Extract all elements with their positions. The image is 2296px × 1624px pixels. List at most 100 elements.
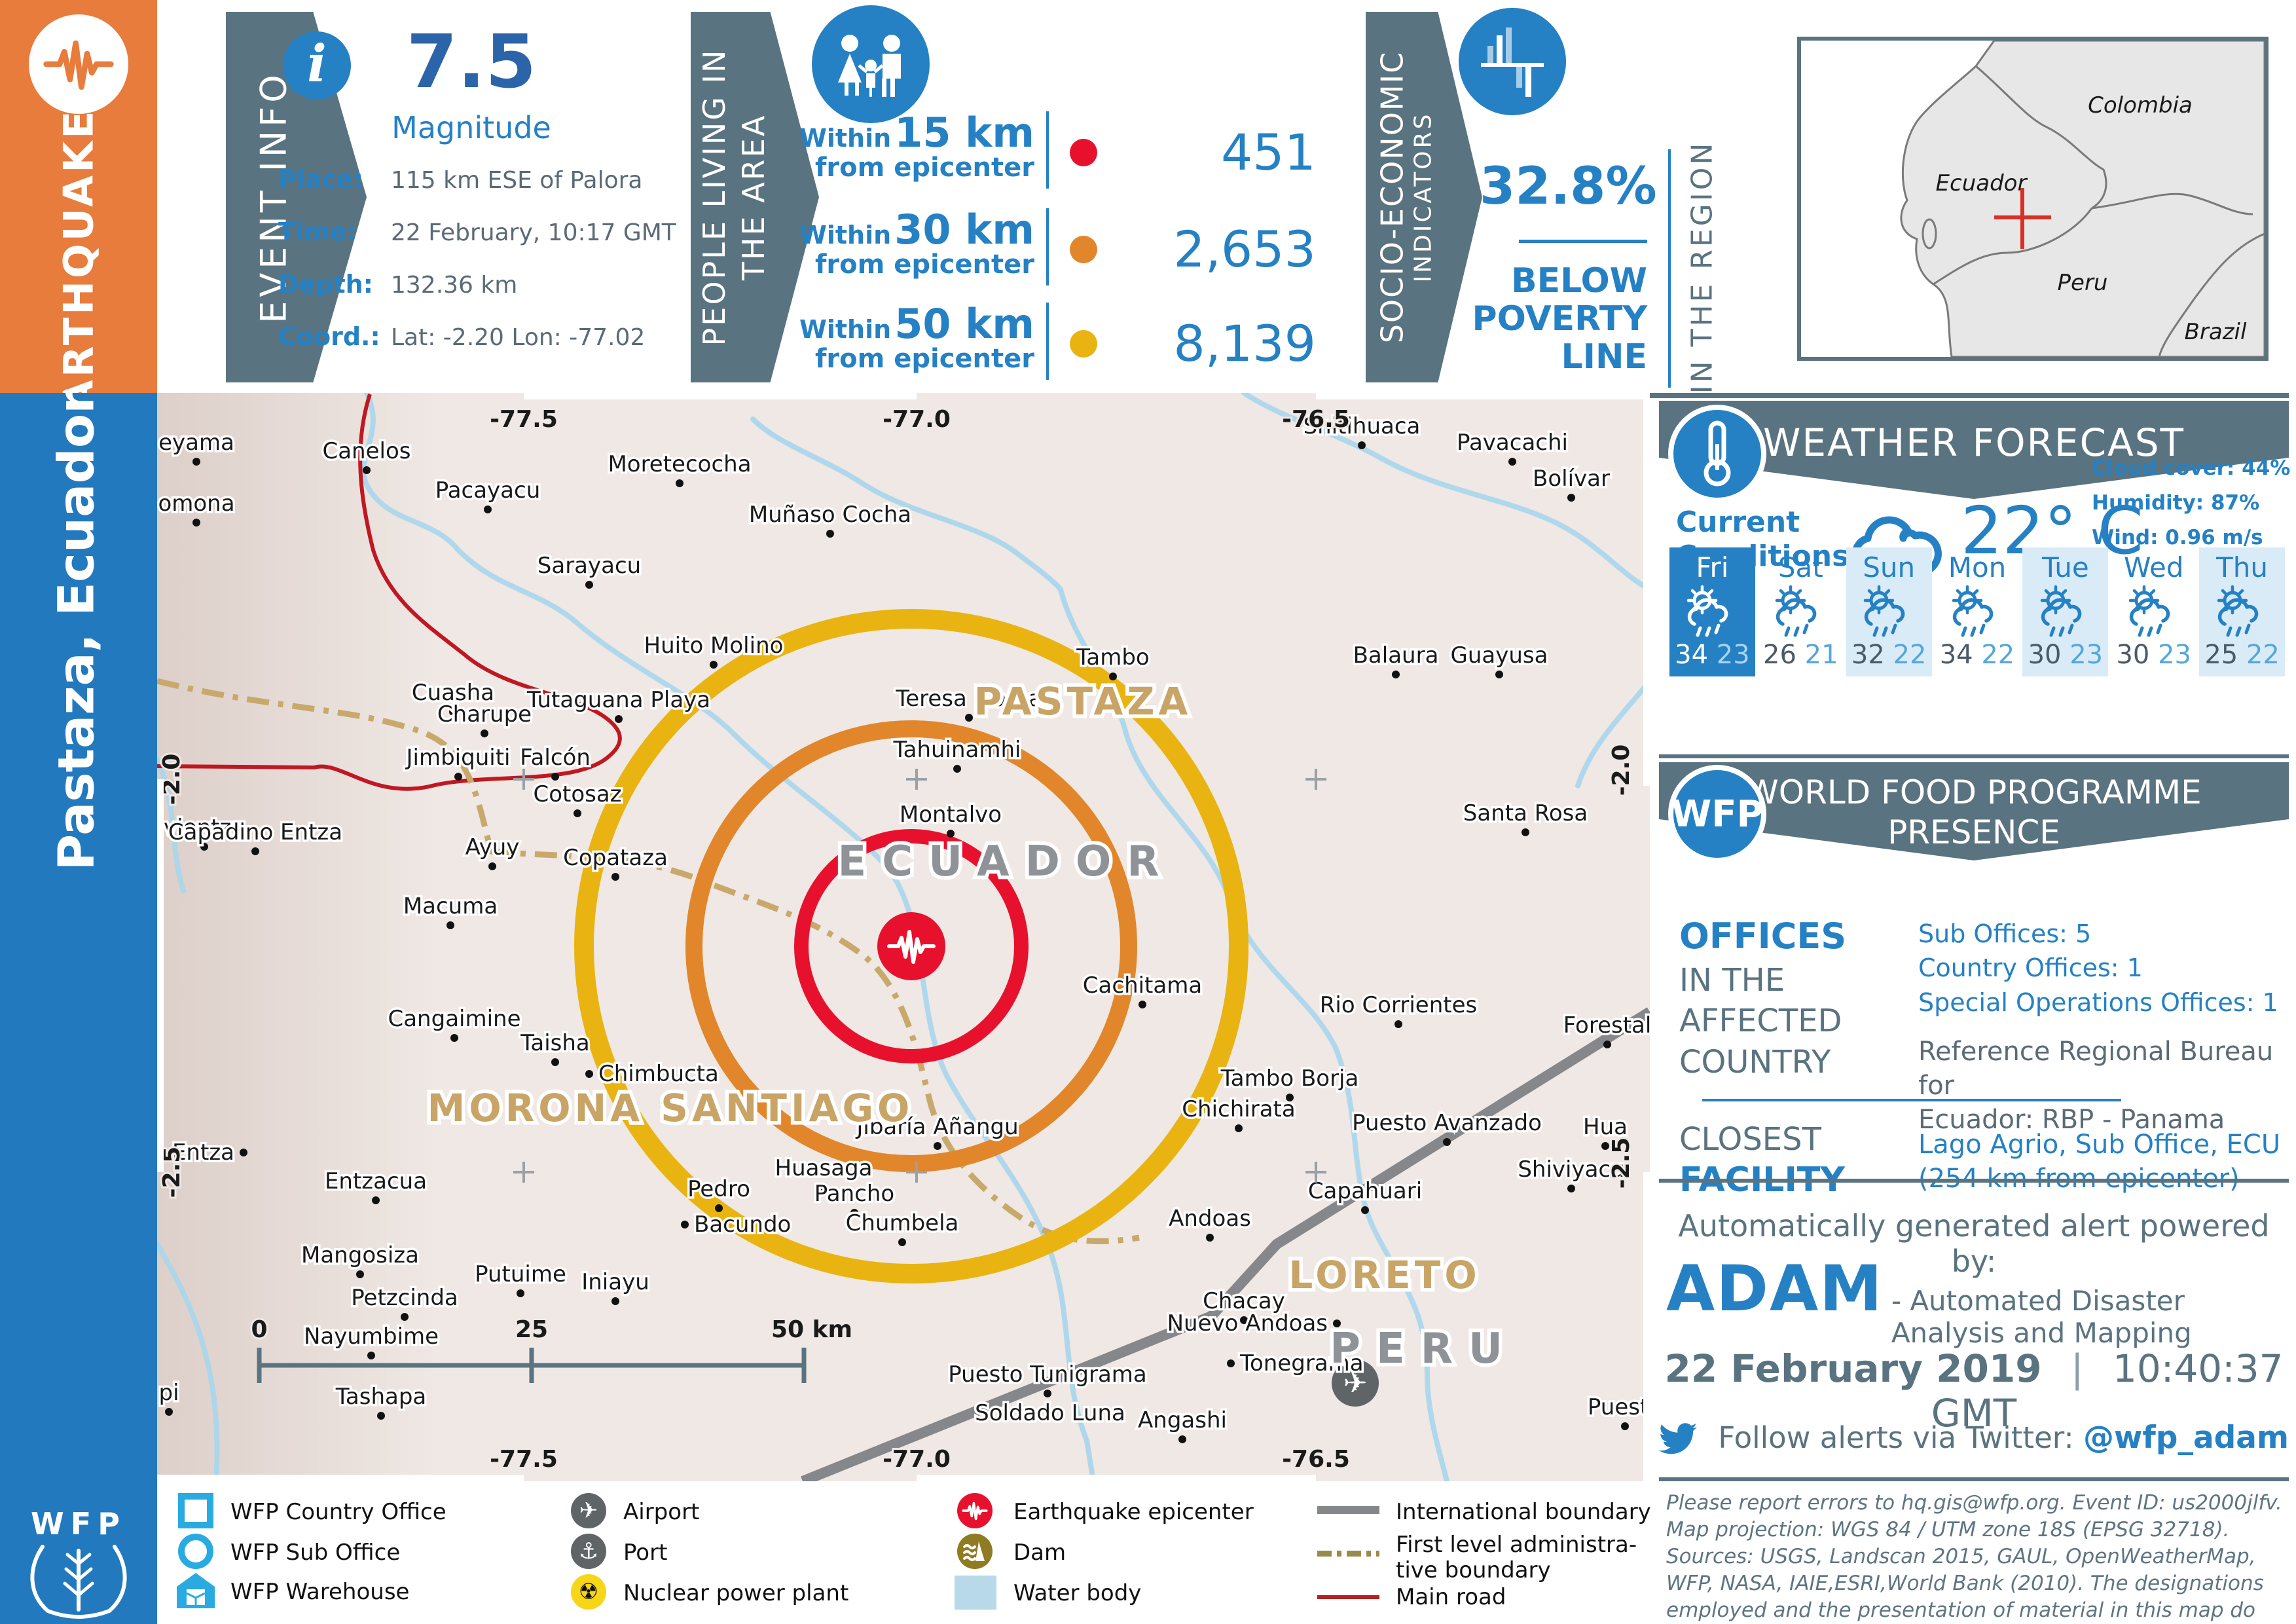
- map-label: LORETO: [1288, 1253, 1480, 1297]
- inset-label-ecuador: Ecuador: [1935, 170, 2027, 196]
- twitter-label: Follow alerts via Twitter:: [1718, 1420, 2083, 1455]
- map-place-dot: [715, 1204, 723, 1212]
- map-label: -77.5: [490, 406, 558, 433]
- map-place-dot: [446, 921, 454, 929]
- map-place-dot: [1495, 671, 1503, 678]
- map-label: Moretecocha: [608, 451, 751, 477]
- main-map[interactable]: ✈ eyama Canelos Pacayacu Moretecocha Muñaso …: [157, 393, 1650, 1481]
- graticule-cross: [1305, 769, 1326, 790]
- event-time-row: Time: 22 February, 10:17 GMT: [278, 217, 697, 246]
- map-label: Pancho: [814, 1181, 894, 1207]
- map-place-dot: [1139, 1001, 1146, 1008]
- map-label: Santa Rosa: [1463, 800, 1588, 826]
- map-label: Chichirata: [1182, 1096, 1295, 1122]
- event-coord-row: Coord.: Lat: -2.20 Lon: -77.02: [278, 322, 697, 351]
- map-place-dot: [1240, 1316, 1248, 1324]
- twitter-icon: [1659, 1423, 1697, 1454]
- map-labels: eyama Canelos Pacayacu Moretecocha Muñaso Co…: [157, 404, 1650, 1475]
- region-scope-label: IN THE REGION: [1685, 140, 1719, 394]
- map-label: Puesto Tunigrama: [948, 1361, 1147, 1388]
- map-place-dot: [820, 1183, 828, 1191]
- map-place-dot: [953, 765, 961, 773]
- map-label: -2.5: [1608, 1137, 1635, 1189]
- graticule-cross: [1305, 1162, 1326, 1183]
- map-label: Cangaimine: [388, 1006, 520, 1032]
- wfp-logo: WFP wfp.org: [0, 1506, 157, 1624]
- map-place-dot: [165, 1408, 173, 1416]
- map-label: Falcón: [520, 745, 591, 771]
- weather-day-mon: Mon 34 22: [1939, 551, 2015, 670]
- map-label: Pacayacu: [435, 477, 541, 504]
- wfp-circle-logo: WFP: [1668, 765, 1766, 863]
- twitter-row[interactable]: Follow alerts via Twitter: @wfp_adam: [1659, 1420, 2289, 1456]
- map-label: -2.0: [1608, 745, 1635, 796]
- map-label: omona: [158, 490, 234, 517]
- twitter-handle[interactable]: @wfp_adam: [2083, 1420, 2289, 1456]
- map-label: Puesto: [1588, 1394, 1650, 1420]
- offices-subtitle: IN THE AFFECTED COUNTRY: [1679, 962, 1842, 1080]
- map-place-dot: [947, 830, 955, 838]
- map-place-dot: [251, 847, 259, 855]
- adam-name-row: ADAM - Automated Disaster Analysis and M…: [1666, 1252, 2288, 1349]
- map-label: Huasaga: [775, 1155, 873, 1181]
- map-label: Entza: [172, 1139, 234, 1166]
- map-place-dot: [377, 1412, 385, 1420]
- graticule-cross: [513, 1162, 534, 1183]
- map-place-dot: [1567, 1185, 1575, 1192]
- population-15km: 451: [1220, 123, 1316, 181]
- map-airport-icon: ✈: [1332, 1359, 1379, 1407]
- event-depth-row: Depth: 132.36 km: [278, 270, 697, 299]
- map-place-dot: [363, 466, 371, 474]
- rain-shower-icon: [1863, 585, 1905, 637]
- map-label: Taisha: [520, 1030, 590, 1056]
- weather-day-sun: Sun 32 22: [1846, 547, 1932, 676]
- map-label: Jimbiquiti: [405, 745, 511, 771]
- socio-divider: [1519, 240, 1647, 243]
- map-place-dot: [681, 1221, 689, 1228]
- presence-divider: [1702, 1099, 2121, 1101]
- legend-country-office: WFP Country Office: [230, 1499, 446, 1525]
- map-place-dot: [200, 843, 208, 851]
- forecast-days: Fri 34 23 Sat 26 21 Sun 32 22 Mon 34 22 Tue …: [1668, 547, 2286, 676]
- magnitude-value: 7.5: [406, 20, 537, 105]
- port-icon: ⚓: [571, 1534, 606, 1569]
- map-label: Tahuinamhi: [892, 737, 1021, 763]
- inset-map-drawing: [1900, 39, 2266, 358]
- map-place-dot: [1394, 1020, 1402, 1028]
- map-label: Mangosiza: [301, 1242, 419, 1268]
- map-label: MORONA SANTIAGO: [428, 1086, 914, 1130]
- map-label: Montalvo: [900, 802, 1002, 828]
- map-label: Hua: [1583, 1114, 1628, 1140]
- presence-title: WORLD FOOD PROGRAMME PRESENCE: [1746, 773, 2202, 851]
- map-label: Canelos: [322, 438, 410, 464]
- epicenter-legend-icon: [957, 1493, 993, 1528]
- map-label: eyama: [158, 430, 234, 456]
- map-label: Huito Molino: [644, 633, 784, 659]
- divider-adam-disclaimer: [1659, 1477, 2289, 1481]
- map-label: PERU: [1330, 1325, 1518, 1373]
- map-label: Chumbela: [846, 1210, 959, 1236]
- map-label: -76.5: [1282, 1446, 1350, 1473]
- map-label: Petzcinda: [351, 1285, 458, 1311]
- adam-time: 10:40:37 GMT: [1931, 1346, 2284, 1435]
- map-place-dot: [1044, 1390, 1051, 1397]
- map-label: Cotosaz: [533, 781, 621, 807]
- weather-stats: Cloud cover: 44% Humidity: 87% Wind: 0.9…: [2092, 458, 2291, 563]
- map-place-dot: [1358, 441, 1366, 449]
- map-place-dot: [1601, 1142, 1609, 1150]
- map-place-dot: [240, 1149, 247, 1156]
- map-place-dot: [1286, 1094, 1294, 1101]
- map-place-dot: [551, 773, 559, 781]
- adam-date: 22 February 2019: [1664, 1346, 2042, 1391]
- map-place-dot: [484, 506, 492, 513]
- legend-port: Port: [623, 1540, 668, 1566]
- map-label: Iniayu: [581, 1269, 649, 1295]
- rain-shower-icon: [2217, 585, 2258, 637]
- legend-sub-office: WFP Sub Office: [230, 1540, 401, 1566]
- map-label: Teresa Mama: [895, 686, 1042, 712]
- map-place-dot: [1333, 1320, 1341, 1327]
- thermometer-icon: [1668, 405, 1766, 503]
- map-place-dot: [450, 1034, 458, 1042]
- ring-50km-dot: [1070, 330, 1097, 358]
